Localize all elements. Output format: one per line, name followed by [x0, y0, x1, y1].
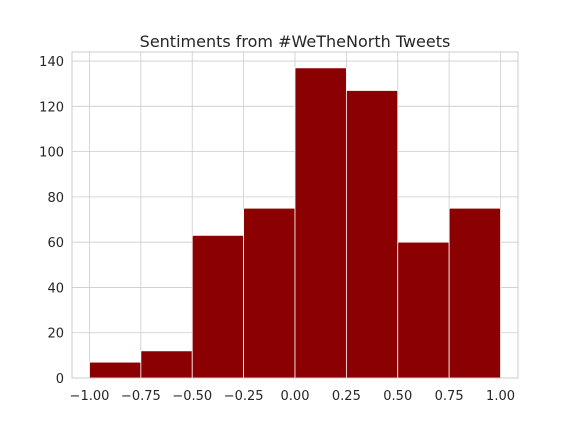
- x-tick-label: −0.75: [121, 389, 161, 404]
- y-tick-label: 0: [56, 372, 64, 387]
- x-tick-label: −0.25: [224, 389, 264, 404]
- histogram-bar: [345, 90, 399, 379]
- y-tick-label: 80: [47, 191, 64, 206]
- histogram-bar: [140, 350, 193, 379]
- x-axis-ticks: −1.00 −0.75 −0.50 −0.25 0.00 0.25 0.50 0.75 1.00: [70, 389, 515, 404]
- x-tick-label: 0.50: [383, 389, 412, 404]
- chart-title: Sentiments from #WeTheNorth Tweets: [140, 32, 451, 51]
- x-tick-label: 0.25: [332, 389, 361, 404]
- histogram-bar: [448, 207, 501, 379]
- y-tick-label: 140: [39, 55, 64, 70]
- y-tick-label: 60: [47, 236, 64, 251]
- histogram-bar: [89, 361, 142, 379]
- histogram-bar: [191, 234, 245, 379]
- y-tick-label: 100: [39, 146, 64, 161]
- plot-frame: [71, 51, 519, 379]
- histogram-bar: [397, 241, 450, 379]
- y-axis-ticks: 0 20 40 60 80 100 120 140: [39, 55, 64, 387]
- x-tick-label: 1.00: [486, 389, 515, 404]
- y-tick-label: 120: [39, 100, 64, 115]
- x-tick-label: 0.75: [435, 389, 464, 404]
- y-tick-label: 20: [47, 327, 64, 342]
- histogram-bar: [294, 67, 347, 379]
- histogram-bars: [89, 67, 501, 379]
- histogram-bar: [243, 207, 296, 379]
- x-tick-label: −0.50: [172, 389, 212, 404]
- y-tick-label: 40: [47, 281, 64, 296]
- x-tick-label: −1.00: [70, 389, 110, 404]
- x-tick-label: 0.00: [281, 389, 310, 404]
